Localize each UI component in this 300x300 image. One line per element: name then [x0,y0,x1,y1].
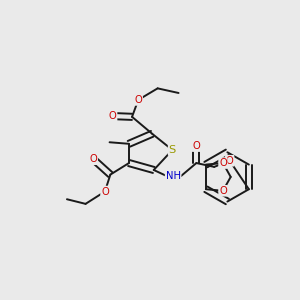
Text: O: O [101,187,109,196]
Text: O: O [219,186,227,196]
Text: O: O [134,95,142,105]
Text: O: O [109,111,116,121]
Text: O: O [226,156,234,166]
Text: O: O [219,158,227,168]
Text: O: O [89,154,97,164]
Text: O: O [193,141,200,151]
Text: S: S [169,145,176,155]
Text: NH: NH [166,171,181,181]
